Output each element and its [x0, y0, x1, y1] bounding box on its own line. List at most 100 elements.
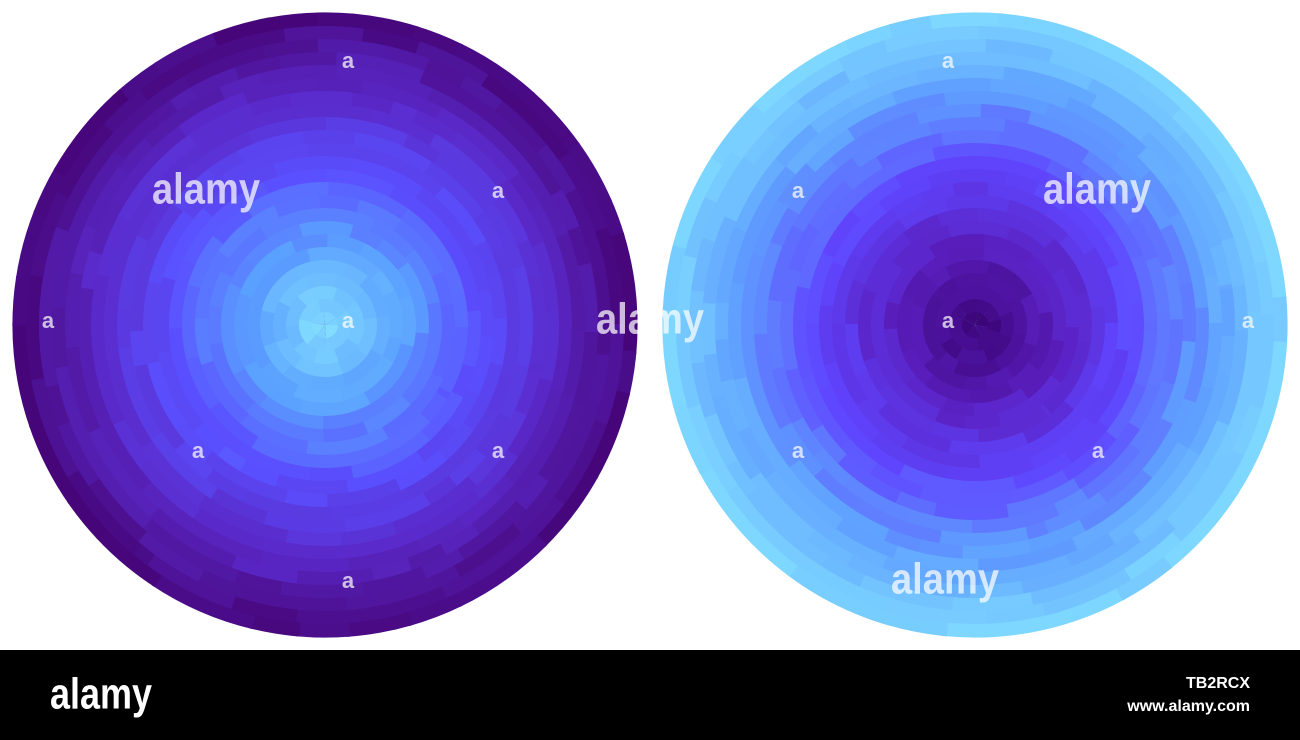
mosaic-tile [1140, 169, 1182, 221]
mosaic-tile [662, 306, 687, 408]
mosaic-tile [1097, 369, 1138, 430]
mosaic-tile [1082, 150, 1139, 205]
mosaic-tile [1044, 173, 1117, 240]
mosaic-tile [942, 457, 1035, 482]
mosaic-tile [411, 25, 464, 57]
mosaic-tile [322, 421, 369, 443]
mosaic-tile [558, 152, 610, 235]
mosaic-tile [266, 12, 320, 32]
mosaic-tile [1005, 342, 1037, 378]
mosaic-tile [198, 116, 256, 155]
mosaic-tile [157, 142, 208, 189]
mosaic-tile [838, 38, 891, 71]
mosaic-tile [194, 318, 209, 335]
mosaic-tile [1248, 313, 1275, 412]
mosaic-tile [770, 456, 844, 530]
mosaic-tile [342, 263, 369, 286]
mosaic-tile [943, 619, 1030, 638]
mosaic-tile [511, 264, 534, 332]
mosaic-tile [1121, 519, 1177, 568]
mosaic-tile [359, 566, 427, 597]
mosaic-tile [404, 455, 461, 501]
mosaic-tile [29, 189, 71, 278]
mosaic-tile [95, 528, 162, 587]
mosaic-tile [385, 586, 447, 618]
mosaic-tile [817, 383, 875, 455]
mosaic-tile [1086, 34, 1181, 100]
mosaic-tile [856, 573, 953, 611]
mosaic-tile [293, 567, 377, 586]
mosaic-tile [1187, 373, 1231, 458]
mosaic-tile [1074, 291, 1093, 345]
mosaic-tile [935, 327, 953, 345]
mosaic-tile [237, 130, 306, 163]
mosaic-tile [494, 100, 549, 155]
mosaic-tile [249, 92, 294, 116]
image-id: TB2RCX [1186, 675, 1250, 692]
mosaic-tile [1049, 49, 1146, 106]
mosaic-tile [786, 57, 847, 103]
mosaic-tile [936, 276, 960, 299]
mosaic-tile [937, 526, 1031, 547]
mosaic-tile [64, 269, 84, 349]
mosaic-tile [244, 223, 304, 267]
mosaic-tile [53, 94, 124, 177]
mosaic-tile [1225, 441, 1264, 496]
mosaic-tile [801, 557, 895, 613]
mosaic-tile [381, 373, 444, 440]
mosaic-tile [959, 476, 1017, 495]
mosaic-tile [349, 224, 385, 251]
mosaic-tile [880, 555, 936, 583]
mosaic-tile [883, 300, 900, 330]
mosaic-tile [536, 123, 572, 163]
mosaic-tile [736, 424, 776, 480]
mosaic-tile [55, 137, 119, 232]
mosaic-tile [178, 130, 256, 186]
mosaic-tile [1106, 263, 1132, 353]
mosaic-tile [345, 301, 359, 312]
mosaic-tile [1006, 226, 1064, 277]
mosaic-tile [1140, 398, 1197, 481]
mosaic-tile [901, 347, 934, 386]
mosaic-tile [489, 318, 508, 368]
mosaic-tile [917, 485, 1013, 508]
mosaic-tile [466, 409, 528, 488]
mosaic-tile [157, 349, 204, 432]
mosaic-tile [891, 545, 979, 573]
mosaic-tile [336, 208, 377, 232]
mosaic-tile [1164, 454, 1228, 532]
mosaic-tile [916, 538, 964, 560]
mosaic-tile [419, 391, 449, 424]
mosaic-tile [1170, 449, 1245, 544]
mosaic-tile [800, 373, 851, 449]
mosaic-tile [993, 333, 1013, 353]
mosaic-tile [223, 282, 242, 305]
mosaic-tile [169, 86, 197, 111]
mosaic-tile [1041, 341, 1092, 416]
mosaic-tile [437, 523, 480, 557]
mosaic-tile [116, 233, 150, 312]
mosaic-tile [475, 215, 506, 254]
mosaic-tile [477, 289, 495, 340]
mosaic-tile [835, 452, 901, 504]
mosaic-tile [984, 274, 1019, 304]
mosaic-tile [419, 548, 465, 581]
mosaic-tile [988, 290, 996, 303]
mosaic-tile [419, 70, 508, 131]
mosaic-tile [1090, 305, 1106, 337]
mosaic-tile [844, 23, 896, 54]
mosaic-tile [928, 116, 1008, 135]
mosaic-tile [262, 341, 292, 376]
mosaic-tile [451, 132, 510, 189]
mosaic-tile [975, 537, 1078, 573]
mosaic-tile [469, 481, 527, 537]
mosaic-tile [549, 352, 571, 395]
mosaic-tile [870, 260, 904, 334]
mosaic-tile [351, 92, 397, 115]
mosaic-tile [809, 96, 858, 135]
mosaic-tile [1020, 339, 1066, 400]
mosaic-tile [351, 157, 425, 199]
mosaic-tile [891, 191, 927, 219]
mosaic-tile [514, 394, 576, 493]
mosaic-tile [1126, 194, 1176, 270]
